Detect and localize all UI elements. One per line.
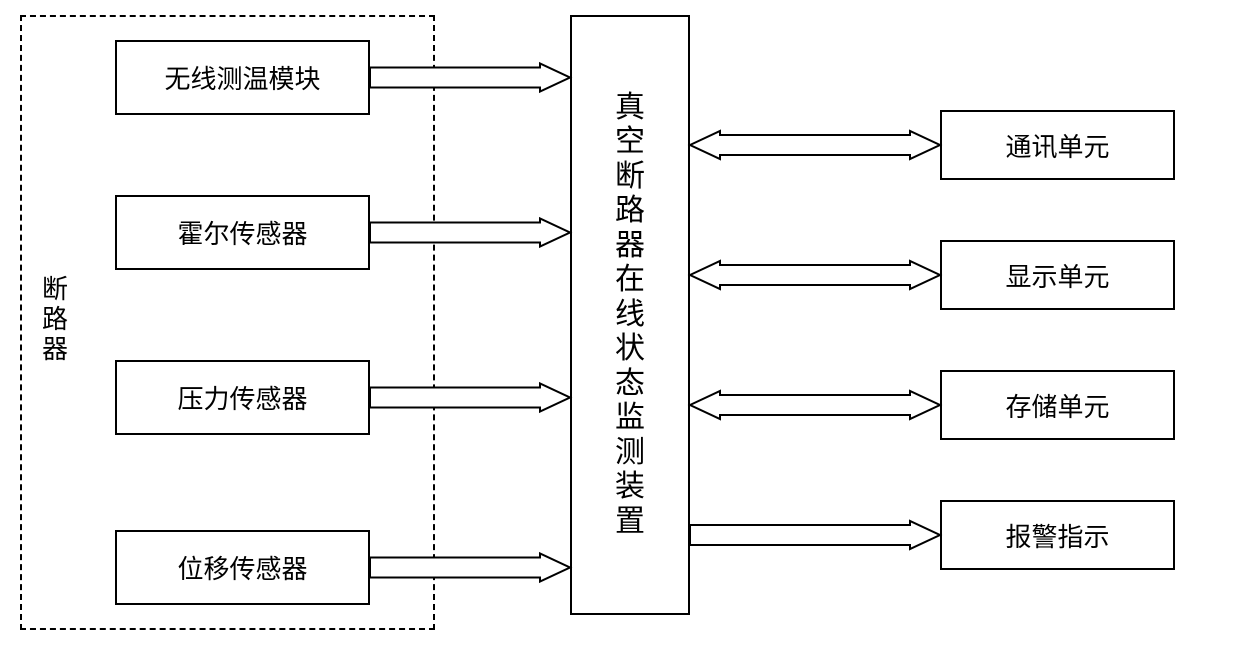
- arrows-layer: [0, 0, 1240, 657]
